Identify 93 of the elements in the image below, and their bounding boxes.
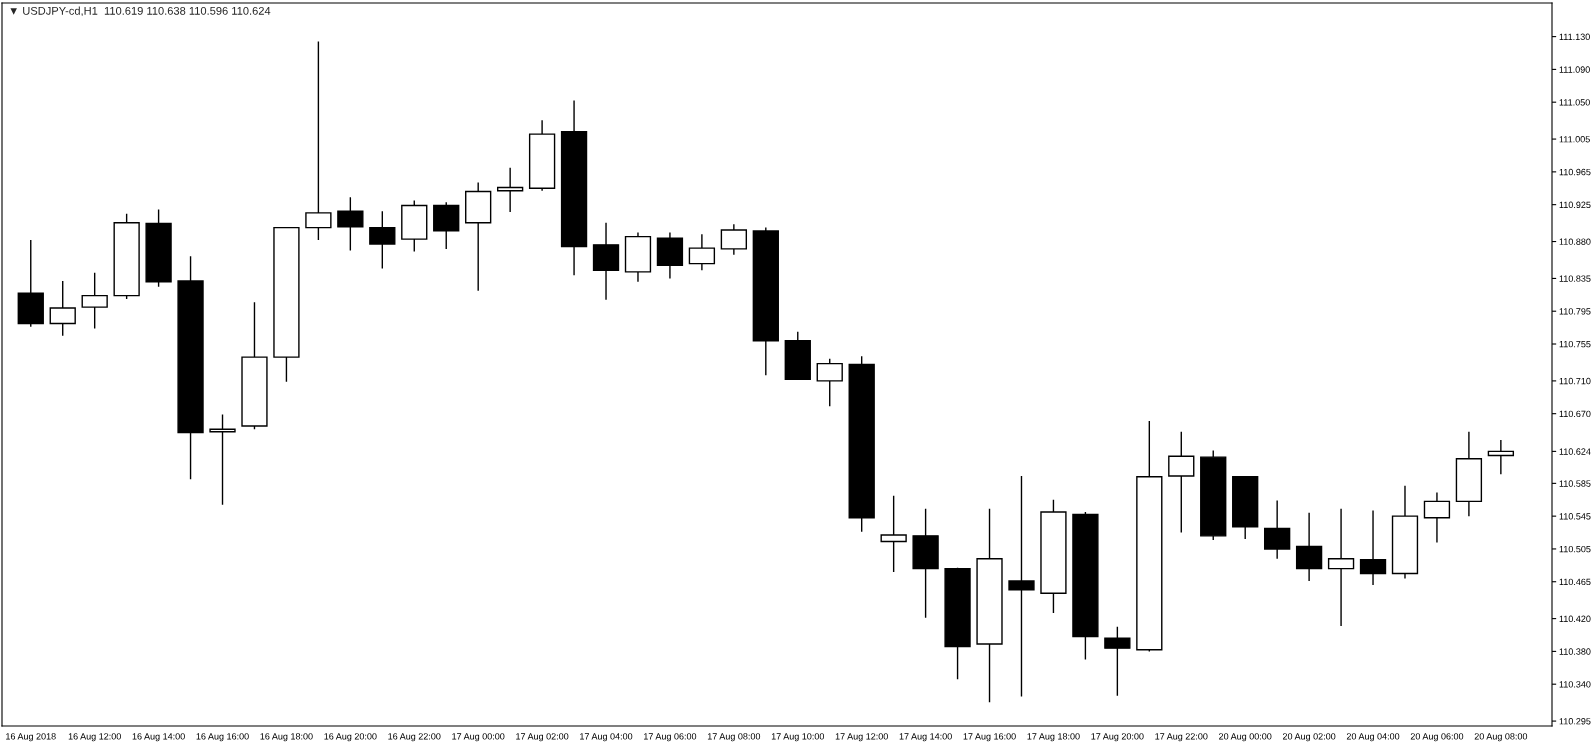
candlestick bbox=[688, 233, 716, 271]
candlestick bbox=[528, 119, 556, 192]
candlestick bbox=[433, 201, 460, 250]
y-tick-label: 110.465 bbox=[1559, 578, 1591, 586]
x-tick-label: 20 Aug 02:00 bbox=[1282, 733, 1336, 742]
y-tick-label: 110.835 bbox=[1559, 275, 1591, 282]
candlestick bbox=[1391, 485, 1419, 580]
candlestick bbox=[976, 508, 1003, 703]
candlestick bbox=[1072, 511, 1099, 661]
candlestick bbox=[305, 40, 332, 241]
candlestick bbox=[1487, 439, 1515, 476]
x-tick-label: 17 Aug 04:00 bbox=[580, 733, 633, 742]
y-tick-label: 110.420 bbox=[1559, 615, 1591, 622]
x-tick-label: 16 Aug 18:00 bbox=[260, 733, 313, 742]
y-tick-label: 110.624 bbox=[1559, 448, 1591, 455]
x-tick-label: 17 Aug 14:00 bbox=[899, 733, 952, 742]
y-tick-label: 110.710 bbox=[1559, 377, 1591, 385]
x-tick-label: 17 Aug 20:00 bbox=[1091, 733, 1144, 742]
y-tick-label: 111.130 bbox=[1559, 33, 1590, 40]
x-tick-label: 17 Aug 10:00 bbox=[771, 733, 825, 742]
x-tick-label: 16 Aug 2018 bbox=[6, 733, 56, 742]
candlestick bbox=[752, 226, 779, 376]
candlestick bbox=[656, 231, 684, 280]
candlestick bbox=[1040, 499, 1067, 614]
candlestick bbox=[1263, 499, 1291, 560]
x-tick-label: 20 Aug 08:00 bbox=[1474, 733, 1528, 742]
y-tick-label: 110.380 bbox=[1559, 648, 1591, 655]
candlestick bbox=[560, 99, 588, 276]
candlestick bbox=[145, 208, 172, 288]
y-tick-label: 111.050 bbox=[1559, 99, 1590, 106]
x-tick-label: 16 Aug 20:00 bbox=[324, 733, 377, 742]
candlestick bbox=[1295, 512, 1323, 582]
candlestick bbox=[1232, 476, 1259, 540]
candlestick bbox=[369, 210, 396, 270]
y-tick-label: 110.670 bbox=[1559, 410, 1591, 418]
candlestick bbox=[17, 239, 44, 328]
y-tick-label: 110.925 bbox=[1559, 201, 1591, 209]
x-tick-label: 20 Aug 00:00 bbox=[1219, 733, 1272, 742]
x-tick-label: 17 Aug 06:00 bbox=[644, 733, 697, 742]
candlestick bbox=[49, 280, 76, 337]
y-tick-label: 110.545 bbox=[1559, 513, 1591, 520]
candlestick bbox=[848, 355, 875, 533]
x-tick-label: 16 Aug 12:00 bbox=[68, 733, 121, 742]
candlestick bbox=[465, 181, 492, 292]
candlestick bbox=[1423, 491, 1451, 544]
x-tick-label: 16 Aug 16:00 bbox=[196, 733, 249, 742]
candlestick bbox=[1327, 508, 1355, 627]
candlestick bbox=[1104, 626, 1131, 697]
chart-title: ▼ USDJPY-cd,H1 110.619 110.638 110.596 110.624 bbox=[10, 6, 271, 17]
candlestick bbox=[912, 508, 939, 619]
candlestick bbox=[1200, 449, 1227, 541]
x-tick-label: 17 Aug 00:00 bbox=[452, 733, 505, 742]
candlestick bbox=[1168, 431, 1195, 534]
x-tick-label: 16 Aug 14:00 bbox=[132, 733, 185, 742]
candlestick bbox=[496, 167, 524, 213]
y-tick-label: 110.880 bbox=[1559, 238, 1591, 245]
x-tick-label: 17 Aug 02:00 bbox=[516, 733, 569, 742]
candlestick bbox=[1008, 475, 1035, 698]
candlestick bbox=[784, 331, 811, 381]
y-tick-label: 110.965 bbox=[1559, 168, 1591, 176]
x-tick-label: 17 Aug 16:00 bbox=[963, 733, 1016, 742]
y-tick-label: 110.340 bbox=[1559, 681, 1591, 688]
y-tick-label: 110.755 bbox=[1559, 340, 1591, 348]
candlestick bbox=[880, 494, 907, 573]
y-tick-label: 111.090 bbox=[1559, 66, 1590, 73]
x-tick-label: 17 Aug 18:00 bbox=[1027, 733, 1080, 742]
candlestick bbox=[1359, 509, 1387, 586]
candlestick bbox=[401, 199, 428, 253]
candlestick bbox=[944, 567, 971, 680]
candlestick bbox=[624, 231, 652, 283]
candlestick bbox=[177, 255, 204, 480]
x-tick-label: 17 Aug 22:00 bbox=[1155, 733, 1208, 742]
y-tick-label: 110.585 bbox=[1559, 480, 1591, 487]
candlestick bbox=[1455, 431, 1483, 517]
x-tick-label: 17 Aug 12:00 bbox=[835, 733, 888, 742]
candlestick bbox=[337, 196, 364, 252]
x-tick-label: 17 Aug 08:00 bbox=[707, 733, 761, 742]
x-tick-label: 16 Aug 22:00 bbox=[388, 733, 441, 742]
x-tick-label: 20 Aug 06:00 bbox=[1410, 733, 1464, 742]
candlestick bbox=[816, 358, 843, 408]
y-tick-label: 111.005 bbox=[1559, 136, 1590, 143]
candlestick bbox=[273, 226, 300, 383]
y-tick-label: 110.795 bbox=[1559, 308, 1591, 315]
y-tick-label: 110.295 bbox=[1559, 718, 1591, 725]
y-tick-label: 110.505 bbox=[1559, 545, 1591, 553]
candlestick bbox=[592, 221, 620, 301]
candlestick bbox=[720, 223, 748, 256]
candlestick bbox=[241, 301, 268, 430]
candlestick bbox=[1136, 420, 1163, 653]
candlestick bbox=[209, 413, 236, 506]
candlestick bbox=[81, 271, 108, 330]
candlestick bbox=[113, 212, 140, 300]
x-tick-label: 20 Aug 04:00 bbox=[1346, 733, 1400, 742]
